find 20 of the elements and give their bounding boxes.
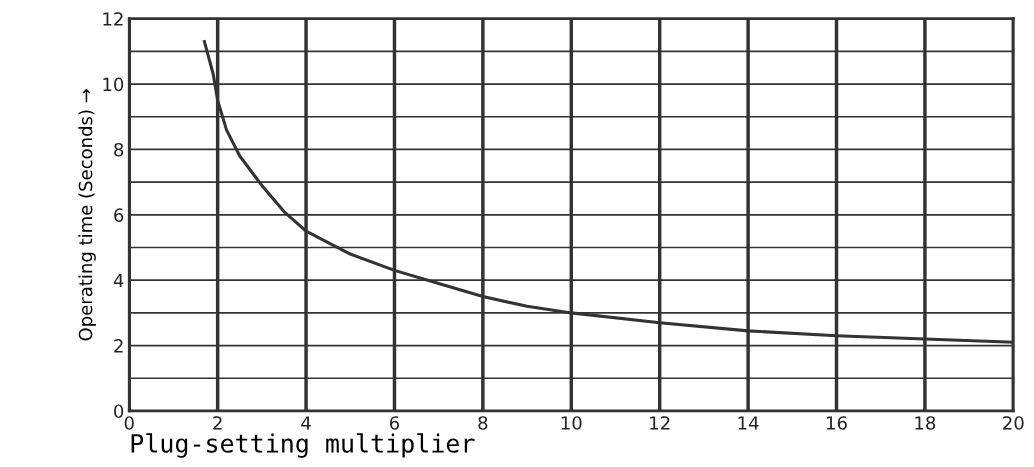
x-axis-title: Plug-setting multiplier [131, 433, 475, 458]
x-tick-label: 10 [561, 416, 582, 430]
x-tick-label: 2 [213, 416, 222, 430]
y-tick-label: 12 [103, 12, 123, 26]
x-tick-label: 14 [738, 416, 759, 430]
x-tick-label: 0 [124, 416, 134, 430]
x-tick-label: 4 [301, 416, 311, 430]
y-tick-label: 4 [113, 273, 124, 288]
y-tick-label: 2 [114, 339, 123, 353]
y-tick-label: 0 [114, 404, 124, 419]
x-tick-label: 18 [915, 416, 936, 430]
x-tick-label: 12 [650, 416, 670, 430]
x-tick-label: 8 [478, 416, 488, 430]
x-tick-label: 6 [389, 416, 400, 430]
y-tick-label: 6 [114, 208, 124, 222]
y-tick-label: 8 [114, 142, 124, 157]
y-tick-label: 10 [103, 77, 124, 92]
y-axis-title: Operating time (Seconds) → [78, 89, 96, 341]
x-tick-label: 20 [1003, 416, 1024, 430]
x-tick-label: 16 [827, 416, 847, 430]
